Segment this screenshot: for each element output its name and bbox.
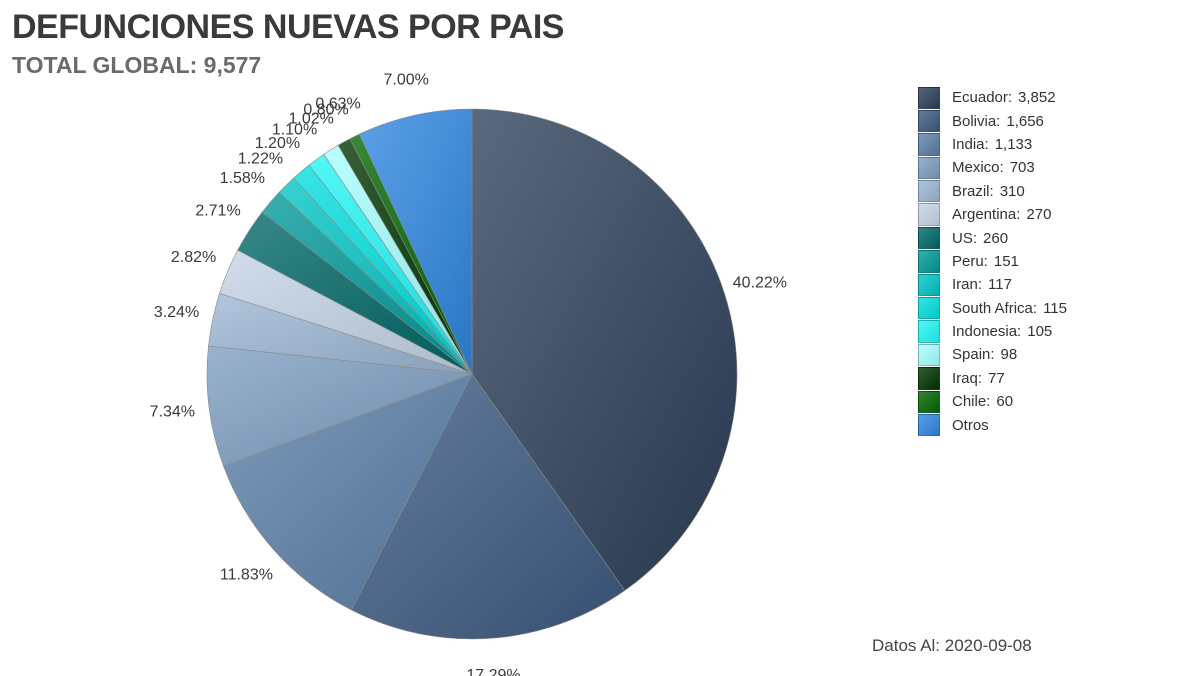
legend-value: 310 <box>999 182 1025 200</box>
legend-swatch <box>918 180 940 203</box>
legend-value: 270 <box>1026 206 1052 224</box>
legend-value: 1,656 <box>1006 112 1044 130</box>
pct-label-ecuador: 40.22% <box>733 275 787 292</box>
chart-subtitle: TOTAL GLOBAL: 9,577 <box>12 52 262 78</box>
pie-percentage-labels: 40.22% 17.29% 11.83% 7.34% 3.24% 2.82% 2.71% 1.… <box>150 71 787 676</box>
legend-label: Ecuador: <box>952 89 1013 107</box>
pie-slice-bolivia <box>351 373 626 640</box>
legend-swatch <box>918 367 940 390</box>
pie-slices <box>206 108 738 640</box>
pie-slice-ecuador <box>471 108 738 591</box>
legend-value: 151 <box>993 252 1019 270</box>
pct-label-iraq: 0.80% <box>303 102 348 119</box>
legend-swatch <box>918 156 940 180</box>
legend-item-ecuador: Ecuador: 3,852 <box>918 86 1067 109</box>
legend-item-india: India: 1,133 <box>918 133 1067 156</box>
pct-label-south-africa: 1.20% <box>255 135 300 152</box>
legend-label: US: <box>952 229 978 247</box>
legend-value: 3,852 <box>1018 89 1056 107</box>
pie-slice-mexico <box>206 345 473 467</box>
legend-item-peru: Peru: 151 <box>918 250 1067 273</box>
legend-item-spain: Spain: 98 <box>918 343 1067 367</box>
pct-label-chile: 0.63% <box>315 95 360 112</box>
legend-swatch <box>918 203 940 226</box>
legend-item-south-africa: South Africa: 115 <box>918 297 1067 320</box>
legend-item-otros: Otros <box>918 413 1067 437</box>
legend-item-indonesia: Indonesia: 105 <box>918 320 1067 343</box>
pct-label-otros: 7.00% <box>384 71 429 88</box>
legend-label: Indonesia: <box>952 323 1022 341</box>
pct-label-spain: 1.02% <box>289 110 334 127</box>
pct-label-indonesia: 1.10% <box>272 122 317 139</box>
legend-label: Chile: <box>952 393 991 411</box>
legend-label: Spain: <box>952 346 995 364</box>
legend-label: Mexico: <box>952 159 1004 177</box>
legend-value: 1,133 <box>994 135 1033 153</box>
legend-label: Otros <box>952 416 989 434</box>
data-date-footer: Datos Al: 2020-09-08 <box>872 636 1032 655</box>
legend-item-iraq: Iraq: 77 <box>918 367 1067 390</box>
legend-swatch <box>918 390 940 413</box>
legend-item-brazil: Brazil: 310 <box>918 180 1067 203</box>
legend-value: 115 <box>1043 299 1067 317</box>
legend-label: Brazil: <box>952 182 994 200</box>
legend-value: 703 <box>1009 159 1035 177</box>
legend-value: 60 <box>996 393 1014 411</box>
legend-swatch <box>918 86 940 109</box>
pie-slice-otros <box>358 108 473 375</box>
legend-label: Peru: <box>952 252 988 270</box>
legend-item-us: US: 260 <box>918 226 1067 250</box>
legend-swatch <box>918 250 940 273</box>
legend-swatch <box>918 133 940 156</box>
legend-value: 117 <box>988 276 1012 294</box>
legend-swatch <box>918 413 940 437</box>
pct-label-us: 2.71% <box>195 203 240 220</box>
legend-item-chile: Chile: 60 <box>918 390 1067 413</box>
legend-item-argentina: Argentina: 270 <box>918 203 1067 226</box>
legend-value: 260 <box>983 229 1009 247</box>
legend-value: 77 <box>988 369 1005 387</box>
pct-label-iran: 1.22% <box>238 151 283 168</box>
pct-label-brazil: 3.24% <box>154 304 199 321</box>
pct-label-argentina: 2.82% <box>171 249 216 266</box>
pct-label-bolivia: 17.29% <box>466 667 520 676</box>
legend-label: Argentina: <box>952 206 1021 224</box>
legend-swatch <box>918 273 940 297</box>
pct-label-peru: 1.58% <box>220 170 265 187</box>
chart-title: DEFUNCIONES NUEVAS POR PAIS <box>12 8 564 46</box>
legend-swatch <box>918 297 940 320</box>
pct-label-mexico: 7.34% <box>150 404 195 421</box>
legend-swatch <box>918 226 940 250</box>
legend-label: Bolivia: <box>952 112 1001 130</box>
legend-label: Iraq: <box>952 369 983 387</box>
legend-item-iran: Iran: 117 <box>918 273 1067 297</box>
legend-item-bolivia: Bolivia: 1,656 <box>918 109 1067 133</box>
legend-item-mexico: Mexico: 703 <box>918 156 1067 180</box>
pie-slice-india <box>223 373 473 611</box>
pct-label-india: 11.83% <box>220 567 273 584</box>
legend-value: 98 <box>1000 346 1018 364</box>
legend-swatch <box>918 109 940 133</box>
legend-label: Iran: <box>952 276 983 294</box>
legend-swatch <box>918 343 940 367</box>
chart-legend: Ecuador: 3,852 Bolivia: 1,656 India: 1,133 Mex… <box>918 86 1067 437</box>
legend-swatch <box>918 320 940 343</box>
legend-value: 105 <box>1027 323 1053 341</box>
legend-label: South Africa: <box>952 299 1038 317</box>
legend-label: India: <box>952 135 989 153</box>
